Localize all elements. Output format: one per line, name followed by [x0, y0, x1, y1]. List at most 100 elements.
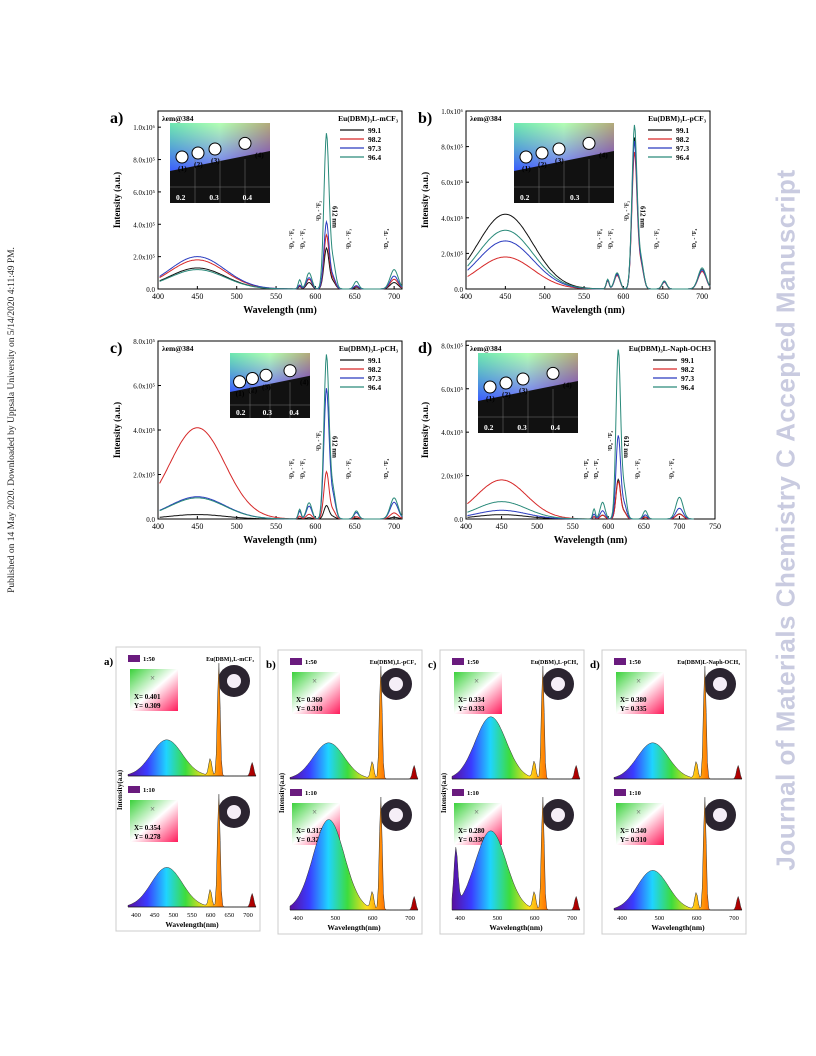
cie-point: [259, 368, 273, 382]
x-tick-label: 700: [673, 522, 685, 531]
cie-marker: ×: [150, 804, 155, 814]
x-tick-label: 500: [330, 915, 340, 922]
excitation-label: λem@384: [162, 344, 194, 353]
color-panel-d: d) 1:50 Eu(DBM)L-Naph-OCH₃ × X= 0.380 Y= 0.33…: [588, 648, 748, 938]
panel-letter: a): [104, 656, 114, 668]
cie-square: [454, 672, 502, 714]
cie-y-value: Y= 0.335: [620, 705, 647, 713]
legend-entry: 98.2: [681, 365, 694, 374]
panel-letter: d): [590, 659, 600, 671]
x-tick-label: 500: [531, 522, 543, 531]
cie-y-value: Y= 0.310: [296, 705, 323, 713]
inset-tick-label: 0.2: [176, 193, 186, 202]
transition-label: ⁵D₀ - ⁷F₂: [316, 431, 322, 451]
cie-marker: ×: [150, 673, 155, 683]
cie-point-label: (2): [194, 160, 203, 169]
x-tick-label: 700: [567, 915, 577, 922]
ratio-swatch: [614, 789, 626, 796]
cie-point: [582, 136, 596, 150]
x-tick-label: 650: [657, 292, 669, 301]
x-tick-label: 550: [567, 522, 579, 531]
x-tick-label: 700: [243, 912, 253, 919]
sample-glow: [227, 805, 241, 819]
transition-label: ⁵D₀ - ⁷F₂: [316, 201, 322, 221]
y-tick-label: 4.0x10⁵: [441, 429, 463, 437]
inset-tick-label: 0.2: [520, 193, 530, 202]
series-line: [159, 427, 403, 520]
cie-point-label: (4): [300, 378, 309, 387]
cie-y-value: Y= 0.309: [134, 702, 161, 710]
x-axis-label: Wavelength (nm): [243, 305, 317, 316]
x-tick-label: 400: [152, 292, 164, 301]
ratio-label: 1:50: [629, 659, 641, 666]
x-tick-label: 700: [696, 292, 708, 301]
transition-label: ⁵D₀ - ⁷F₂: [608, 431, 614, 451]
y-tick-label: 0.0: [146, 516, 155, 524]
cie-square: [130, 669, 178, 711]
ratio-label: 1:10: [305, 790, 317, 797]
excitation-label: λem@384: [162, 114, 194, 123]
cie-marker: ×: [474, 676, 479, 686]
panel-letter: c): [110, 340, 122, 357]
cie-y-value: Y= 0.322: [296, 836, 323, 844]
x-tick-label: 700: [388, 292, 400, 301]
cie-y-value: Y= 0.278: [134, 833, 161, 841]
legend-entry: 97.3: [368, 144, 381, 153]
x-tick-label: 750: [709, 522, 721, 531]
x-tick-label: 700: [405, 915, 415, 922]
cie-point: [283, 364, 297, 378]
series-line: [467, 479, 694, 520]
peak-label: 612 nm: [639, 206, 647, 228]
y-tick-label: 6.0x10⁵: [133, 189, 155, 197]
cie-x-value: X= 0.313: [296, 827, 323, 835]
inset-tick-label: 0.2: [236, 408, 246, 417]
emission-chart-svg: 400 450 500 550 600 650 700 0.0 2.0x10⁵ 4.0x10⁵ 6.…: [110, 110, 403, 316]
cie-marker: ×: [636, 807, 641, 817]
cie-x-value: X= 0.334: [458, 696, 485, 704]
x-tick-label: 700: [388, 522, 400, 531]
compound-label: Eu(DBM)₃L-mCF₃: [338, 114, 399, 123]
legend-entry: 96.4: [368, 153, 381, 162]
cie-marker: ×: [474, 807, 479, 817]
publication-note: Published on 14 May 2020. Downloaded by …: [7, 247, 17, 593]
series-line: [159, 246, 403, 290]
y-axis-label: Intensity(a.u): [116, 769, 124, 810]
color-panel-a: a) 1:50 Eu(DBM)₃L-mCF₃ × X= 0.401 Y= 0.309 1:1…: [102, 645, 262, 935]
color-panel-c: c) 1:50 Eu(DBM)₃L-pCH₃ × X= 0.334 Y= 0.333 1:1…: [426, 648, 586, 938]
x-tick-label: 400: [131, 912, 141, 919]
cie-square: [616, 803, 664, 845]
x-tick-label: 400: [455, 915, 465, 922]
x-tick-label: 400: [617, 915, 627, 922]
excitation-label: λem@384: [470, 114, 502, 123]
x-axis-label: Wavelength(nm): [327, 923, 381, 932]
inset-tick-label: 0.3: [263, 408, 273, 417]
x-axis-label: Wavelength (nm): [243, 535, 317, 546]
cie-point: [499, 376, 513, 390]
transition-label: ⁵D₀ - ⁷F₄: [384, 229, 390, 249]
panel-letter: b): [266, 659, 276, 671]
transition-label: ⁵D₀ - ⁷F₀: [598, 229, 604, 249]
x-tick-label: 600: [206, 912, 216, 919]
y-tick-label: 0.0: [454, 516, 463, 524]
legend-entry: 99.1: [368, 356, 381, 365]
cie-point: [175, 150, 189, 164]
legend-entry: 98.2: [676, 135, 689, 144]
legend-entry: 99.1: [368, 126, 381, 135]
series-line: [159, 219, 403, 290]
cie-point: [238, 136, 252, 150]
transition-label: ⁵D₀ - ⁷F₃: [346, 229, 352, 249]
y-tick-label: 4.0x10⁵: [133, 221, 155, 229]
panel-letter: a): [110, 110, 123, 127]
sample-glow: [389, 808, 403, 822]
compound-label: Eu(DBM)₃L-pCF₃: [648, 114, 707, 123]
x-tick-label: 500: [539, 292, 551, 301]
x-tick-label: 400: [293, 915, 303, 922]
x-tick-label: 650: [638, 522, 650, 531]
y-tick-label: 1.0x10⁶: [441, 108, 463, 116]
cie-point: [245, 372, 259, 385]
transition-label: ⁵D₀ - ⁷F₁: [301, 229, 307, 249]
inset-tick-label: 0.4: [551, 423, 561, 432]
cie-point-label: (2): [538, 160, 547, 169]
transition-label: ⁵D₀ - ⁷F₂: [624, 201, 630, 221]
panel-letter: b): [418, 110, 432, 127]
